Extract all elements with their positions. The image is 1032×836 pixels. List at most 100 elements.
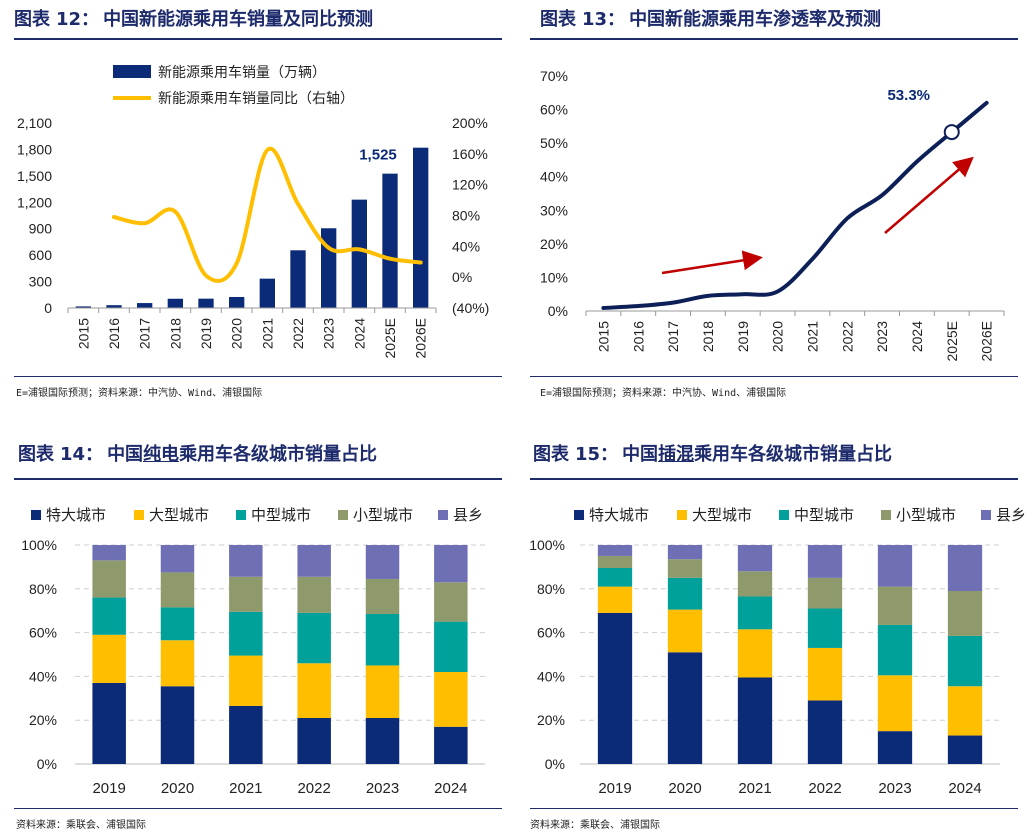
chart14-bar-segment bbox=[434, 582, 468, 622]
chart14-bar-segment bbox=[92, 560, 126, 598]
chart13-x-label: 2016 bbox=[630, 321, 646, 352]
chart14-bar-segment bbox=[160, 545, 195, 573]
chart14-bar-segment bbox=[297, 545, 331, 577]
chart14-y-tick: 60% bbox=[29, 625, 57, 641]
chart14-bar-segment bbox=[297, 718, 331, 764]
chart15-x-label: 2019 bbox=[598, 780, 631, 797]
chart15-bar-segment bbox=[947, 545, 983, 591]
chart15-y-tick: 0% bbox=[545, 756, 565, 772]
chart12-y2-tick: 40% bbox=[452, 238, 480, 254]
chart15-bar-segment bbox=[807, 700, 843, 764]
chart15-bar-segment bbox=[947, 735, 983, 764]
chart12-x-label: 2023 bbox=[321, 318, 337, 349]
chart14-y-tick: 100% bbox=[21, 537, 57, 553]
chart15-bar-segment bbox=[807, 647, 843, 701]
chart12-annotation: 1,525 bbox=[359, 147, 397, 164]
chart13-y-tick: 20% bbox=[540, 236, 568, 252]
chart15-legend-label: 中型城市 bbox=[794, 507, 854, 524]
chart15-bar-segment bbox=[667, 559, 703, 578]
chart12-y-tick: 1,200 bbox=[17, 194, 52, 210]
chart15-bar-segment bbox=[667, 577, 703, 610]
chart15-bar-segment bbox=[877, 545, 913, 587]
chart13-penetration-line bbox=[601, 100, 989, 310]
chart15-legend-swatch bbox=[779, 510, 789, 520]
chart14-bar-segment bbox=[92, 682, 126, 764]
chart15-y-tick: 20% bbox=[537, 712, 565, 728]
chart12-y-tick: 600 bbox=[29, 247, 53, 263]
chart12-source: E=浦银国际预测；资料来源：中汽协、Wind、浦银国际 bbox=[16, 388, 263, 399]
chart14-x-label: 2020 bbox=[161, 780, 194, 797]
chart12-y2-tick: 0% bbox=[452, 269, 472, 285]
chart12-bottom-rule bbox=[14, 376, 502, 377]
chart15-bar-segment bbox=[877, 731, 913, 764]
chart12-x-label: 2022 bbox=[290, 318, 306, 349]
chart15-bar-segment bbox=[597, 567, 633, 587]
chart13-bottom-rule bbox=[530, 376, 1018, 377]
trend-arrow-icon bbox=[884, 156, 974, 234]
chart14-legend-swatch bbox=[31, 510, 41, 520]
chart15-bar-segment bbox=[667, 652, 703, 764]
chart13-x-label: 2020 bbox=[770, 321, 786, 352]
chart12-x-label: 2024 bbox=[351, 318, 367, 349]
chart14-bar-segment bbox=[92, 634, 126, 683]
chart13-y-tick: 10% bbox=[540, 269, 568, 285]
chart14-y-tick: 40% bbox=[29, 668, 57, 684]
chart15-bar-segment bbox=[597, 545, 633, 556]
chart15-bar-segment bbox=[597, 612, 633, 764]
chart14-bar-segment bbox=[434, 672, 468, 727]
chart12-x-label: 2021 bbox=[259, 318, 275, 349]
chart12-bar bbox=[229, 296, 245, 308]
chart14-title-rule bbox=[14, 478, 502, 480]
chart12-y-tick: 300 bbox=[29, 274, 53, 290]
chart14-bottom-rule bbox=[14, 808, 502, 809]
chart15-x-label: 2023 bbox=[878, 780, 911, 797]
chart14-bar-segment bbox=[160, 607, 195, 641]
chart15-legend-label: 小型城市 bbox=[896, 507, 956, 524]
chart12-x-label: 2019 bbox=[198, 318, 214, 349]
chart14-bar-segment bbox=[229, 611, 263, 656]
chart15-x-label: 2021 bbox=[738, 780, 771, 797]
chart13-title-rule bbox=[530, 38, 1018, 40]
chart15-title-rule bbox=[530, 478, 1018, 480]
chart15-bar-segment bbox=[667, 545, 703, 560]
chart13-y-tick: 60% bbox=[540, 102, 568, 118]
chart13-x-label: 2026E bbox=[979, 321, 995, 361]
chart14-bar-segment bbox=[365, 613, 400, 666]
chart12-legend-line-label: 新能源乘用车销量同比（右轴） bbox=[158, 90, 354, 106]
chart15-bar-segment bbox=[807, 545, 843, 578]
chart14-x-label: 2024 bbox=[434, 780, 467, 797]
chart15-legend-swatch bbox=[881, 510, 891, 520]
chart12-y2-tick: 120% bbox=[452, 177, 488, 193]
chart15-bar-segment bbox=[737, 677, 773, 764]
chart14-bar-segment bbox=[434, 726, 468, 764]
chart14-bar-segment bbox=[297, 663, 331, 719]
chart14-y-tick: 0% bbox=[37, 756, 57, 772]
chart15-bar-segment bbox=[947, 590, 983, 636]
chart15-bar-segment bbox=[667, 609, 703, 653]
chart14-bar-segment bbox=[434, 621, 468, 673]
chart12-x-label: 2020 bbox=[229, 318, 245, 349]
chart12-bar bbox=[198, 298, 214, 308]
chart12-y-tick: 1,800 bbox=[17, 141, 52, 157]
chart14-legend-swatch bbox=[338, 510, 348, 520]
chart15-bar-segment bbox=[877, 586, 913, 625]
chart15-legend-swatch bbox=[677, 510, 687, 520]
chart15-y-tick: 60% bbox=[537, 625, 565, 641]
chart12-y-tick: 2,100 bbox=[17, 115, 52, 131]
chart15-bar-segment bbox=[877, 675, 913, 732]
chart12-x-label: 2017 bbox=[137, 318, 153, 349]
chart14-bar-segment bbox=[297, 576, 331, 613]
chart15-y-tick: 100% bbox=[529, 537, 565, 553]
chart12-bar bbox=[413, 147, 429, 308]
chart12-bar bbox=[167, 298, 183, 308]
chart14-bar-segment bbox=[365, 578, 400, 614]
chart13-title: 图表 13： 中国新能源乘用车渗透率及预测 bbox=[540, 9, 882, 30]
chart15-bar-segment bbox=[737, 571, 773, 597]
chart14-y-tick: 80% bbox=[29, 581, 57, 597]
chart14-bar-segment bbox=[365, 718, 400, 764]
chart15-bar-segment bbox=[947, 635, 983, 687]
chart12-yoy-line bbox=[112, 146, 423, 283]
chart15-bar-segment bbox=[737, 596, 773, 630]
chart13-x-label: 2024 bbox=[909, 321, 925, 352]
